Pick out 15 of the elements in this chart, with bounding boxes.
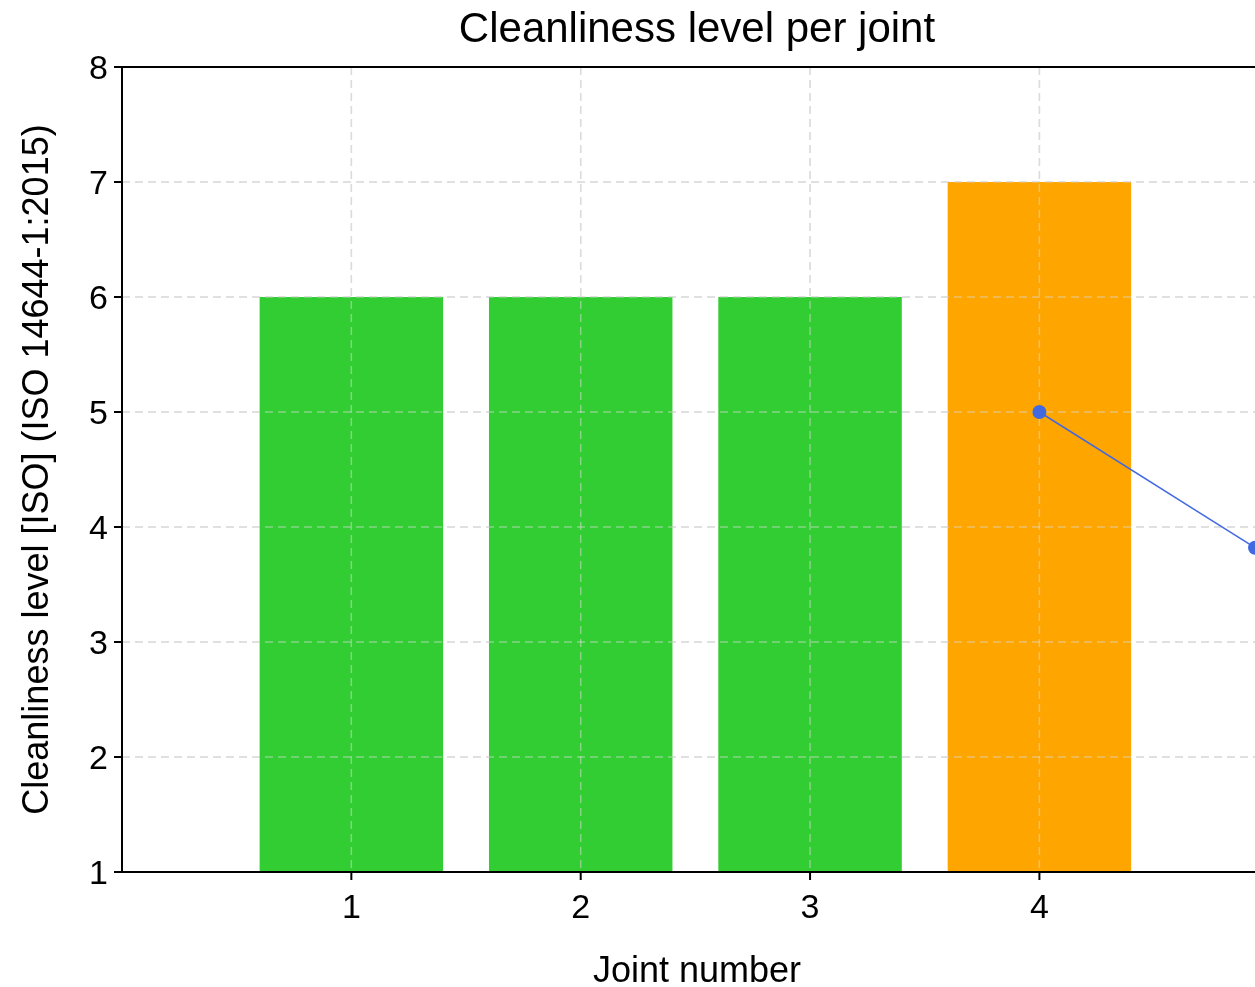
y-tick-label: 5	[89, 392, 108, 431]
y-tick-label: 6	[89, 277, 108, 316]
x-tick-label: 4	[1029, 887, 1049, 925]
y-axis-title: Cleanliness level [ISO] (ISO 14644-1:2015)	[15, 124, 56, 815]
y-tick-label: 8	[89, 47, 108, 86]
y-tick-label: 3	[89, 622, 108, 661]
y-tick-label: 2	[89, 737, 108, 776]
x-tick-label: 2	[571, 887, 591, 925]
y-tick-label: 4	[89, 507, 108, 546]
x-tick-label: 3	[800, 887, 820, 925]
y-tick-label: 7	[89, 162, 108, 201]
y-tick-label: 1	[89, 852, 108, 891]
chart-title: Cleanliness level per joint	[458, 4, 936, 51]
x-tick-label: 1	[341, 887, 361, 925]
x-axis-title: Joint number	[592, 949, 802, 987]
